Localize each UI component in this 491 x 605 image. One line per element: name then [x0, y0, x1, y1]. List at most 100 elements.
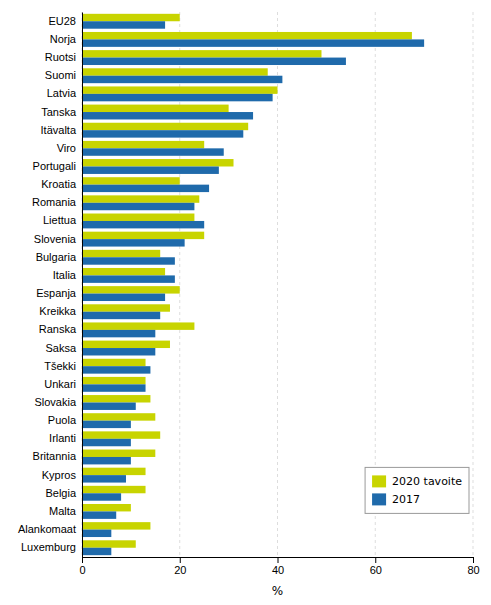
- y-tick: Kreikka: [39, 305, 82, 317]
- y-tick: Slovakia: [34, 396, 82, 408]
- x-tick: 40: [272, 557, 284, 576]
- bar: [82, 130, 243, 137]
- y-axis-line: [82, 13, 83, 558]
- bar: [82, 76, 282, 83]
- bar: [82, 312, 160, 319]
- bar: [82, 493, 121, 500]
- legend-swatch: [372, 475, 386, 487]
- bar: [82, 203, 194, 210]
- y-tick: Espanja: [36, 287, 82, 299]
- bar: [82, 257, 175, 264]
- bar: [82, 341, 170, 348]
- y-tick-label: Espanja: [36, 287, 77, 299]
- y-tick: Viro: [57, 142, 82, 154]
- legend-swatch: [372, 493, 386, 505]
- x-axis-line: [83, 558, 474, 564]
- bar: [82, 439, 131, 446]
- y-tick: Romania: [32, 196, 82, 208]
- bar: [82, 457, 131, 464]
- y-tick-label: Tanska: [41, 106, 77, 118]
- bar: [82, 195, 199, 202]
- bar: [82, 112, 253, 119]
- y-tick: Ruotsi: [45, 51, 82, 63]
- grid-line: [473, 12, 474, 557]
- y-tick-label: Saksa: [45, 342, 76, 354]
- y-tick-label: Kreikka: [39, 305, 77, 317]
- bar: [82, 159, 234, 166]
- bar: [82, 286, 180, 293]
- bar: [82, 14, 180, 21]
- bar: [82, 148, 224, 155]
- x-tick-label: 60: [370, 564, 382, 576]
- bar: [82, 540, 136, 547]
- y-tick: Britannia: [33, 450, 82, 462]
- y-tick: Itävalta: [41, 124, 82, 136]
- bar: [82, 166, 219, 173]
- bar: [82, 486, 146, 493]
- x-tick: 80: [467, 557, 479, 576]
- chart: 020406080EU28NorjaRuotsiSuomiLatviaTansk…: [0, 0, 491, 605]
- x-tick: 60: [370, 557, 382, 576]
- y-tick-label: Suomi: [45, 69, 76, 81]
- legend-label: 2017: [392, 493, 420, 506]
- y-tick: Puola: [48, 414, 82, 426]
- y-tick-label: Puola: [48, 414, 77, 426]
- y-axis: EU28 Norja Ruotsi Suomi Latvia Tanska Itävalta…: [18, 13, 83, 558]
- x-tick-label: 40: [272, 564, 284, 576]
- bar: [82, 86, 278, 93]
- bar: [82, 504, 131, 511]
- bar: [82, 32, 412, 39]
- y-tick-label: Romania: [32, 196, 77, 208]
- bar: [82, 530, 111, 537]
- y-tick: Luxemburg: [21, 541, 82, 553]
- bar: [82, 366, 150, 373]
- y-tick-label: Portugali: [33, 160, 76, 172]
- y-tick-label: Norja: [50, 33, 77, 45]
- y-tick-label: Latvia: [47, 87, 77, 99]
- bar: [82, 395, 150, 402]
- bar: [82, 68, 268, 75]
- bar: [82, 359, 146, 366]
- legend-label: 2020 tavoite: [392, 475, 462, 488]
- bar: [82, 431, 160, 438]
- bar: [82, 221, 204, 228]
- bar: [82, 377, 146, 384]
- plot-area: 020406080EU28NorjaRuotsiSuomiLatviaTansk…: [18, 12, 480, 576]
- y-tick-label: Alankomaat: [18, 523, 76, 535]
- y-tick-label: Irlanti: [49, 432, 76, 444]
- bar-series: [82, 14, 412, 548]
- y-tick: Slovenia: [34, 233, 82, 245]
- y-tick-label: Kypros: [42, 469, 77, 481]
- bar: [82, 39, 424, 46]
- y-tick: Liettua: [43, 214, 82, 226]
- grid: [82, 12, 473, 557]
- legend-item: 2020 tavoite: [372, 475, 462, 488]
- y-tick-label: Luxemburg: [21, 541, 76, 553]
- bar: [82, 239, 185, 246]
- y-tick-label: Malta: [49, 505, 77, 517]
- y-tick: Kypros: [42, 469, 82, 481]
- bar: [82, 21, 165, 28]
- bar: [82, 141, 204, 148]
- legend-item: 2017: [372, 493, 420, 506]
- legend: 2020 tavoite 2017: [365, 467, 469, 513]
- y-tick-label: EU28: [48, 15, 76, 27]
- x-tick: 20: [174, 557, 186, 576]
- bar: [82, 214, 194, 221]
- y-tick: Irlanti: [49, 432, 82, 444]
- y-tick: Bulgaria: [36, 251, 82, 263]
- y-tick: Portugali: [33, 160, 82, 172]
- legend-frame: [365, 467, 469, 513]
- bar: [82, 348, 155, 355]
- bar: [82, 123, 248, 130]
- y-tick: Malta: [49, 505, 82, 517]
- bar: [82, 232, 204, 239]
- y-tick: Saksa: [45, 342, 82, 354]
- y-tick-label: Ruotsi: [45, 51, 76, 63]
- y-tick: Suomi: [45, 69, 82, 81]
- y-tick: Tanska: [41, 106, 82, 118]
- grid-line: [82, 12, 83, 557]
- y-tick-label: Itävalta: [41, 124, 77, 136]
- y-tick: Kroatia: [41, 178, 82, 190]
- bar: [82, 548, 111, 555]
